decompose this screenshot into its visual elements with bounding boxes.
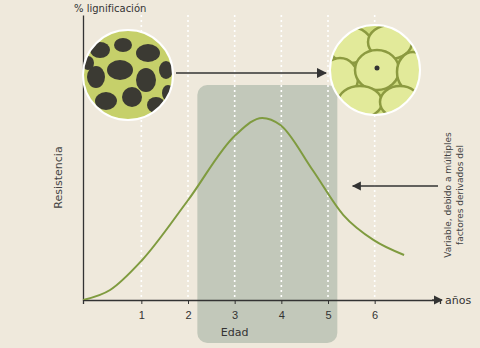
tick-label: 1 [139,309,145,321]
tick: 2 [185,300,191,321]
y-axis [83,16,84,301]
grid-line [281,15,283,300]
axis-arrow [432,299,442,300]
y-label-top: % lignificación [74,3,146,14]
tick-mark [328,300,329,304]
chart: 1 2 3 4 5 6 % lignificación Resistencia Edad años… [0,0,480,348]
micrograph [82,30,174,120]
tick-mark [281,300,282,304]
grid-line [234,15,236,300]
tick-mark [375,300,376,304]
arrow [176,72,326,74]
micrograph-bg [83,30,173,120]
tick: 1 [139,300,145,321]
pore [136,68,156,92]
annotation: Variable, debido a múltiples [443,132,453,258]
micrograph [322,25,429,118]
tick-label: 3 [232,309,238,321]
tick: 3 [232,300,238,321]
micrograph-texture [322,25,429,118]
y-axis-line [83,16,84,301]
dot [375,66,380,71]
y-label: Resistencia [52,146,65,208]
shaded-range [197,85,337,343]
tick: 5 [325,300,331,321]
x-label: Edad [221,326,249,339]
curve [83,118,404,300]
tick-mark [141,300,142,304]
pore [107,60,133,80]
micrograph-texture [82,38,174,113]
tick-label: 5 [325,309,331,321]
tick: 4 [279,300,285,321]
x-axis: 1 2 3 4 5 6 [84,300,441,321]
tick-mark [235,300,236,304]
grid-line [187,15,189,300]
tick-label: 2 [185,309,191,321]
tick-mark [188,300,189,304]
tick: 6 [372,300,378,321]
tick-label: 6 [372,309,378,321]
pore [122,87,142,107]
pore [114,38,132,52]
tick-label: 4 [279,309,285,321]
pore [95,92,117,110]
pore [136,44,160,62]
annotation: factores derivados del [455,145,465,245]
micrograph-border [83,30,173,120]
pore [90,42,110,58]
grid-line [327,15,329,300]
grid [141,15,374,300]
micrograph-border [330,25,420,115]
x-axis-line [84,301,441,305]
cell [355,50,399,90]
x-unit-label: años [445,294,471,307]
annotation-arrow [353,185,438,186]
background [0,0,480,348]
plot-area [83,118,404,300]
